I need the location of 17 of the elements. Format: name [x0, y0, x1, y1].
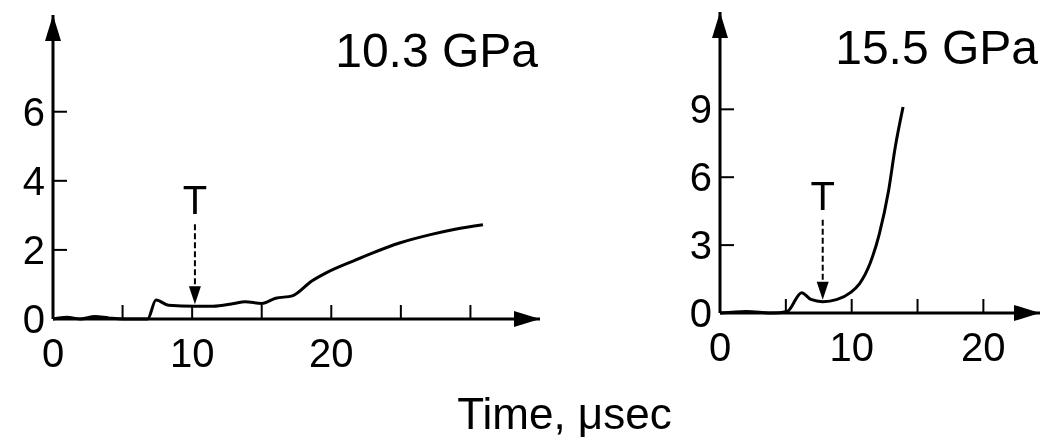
y-tick-label: 0	[689, 291, 712, 335]
x-axis-title: Time, μsec	[457, 389, 672, 438]
y-tick-label: 2	[22, 227, 45, 272]
chart-title: 10.3 GPa	[335, 24, 539, 77]
x-tick-label: 10	[829, 325, 874, 369]
y-tick-label: 4	[22, 158, 45, 203]
y-tick-label: 6	[22, 89, 45, 134]
x-tick-label: 20	[961, 325, 1006, 369]
y-tick-label: 0	[22, 297, 45, 341]
chart-title: 15.5 GPa	[835, 21, 1039, 74]
x-tick-label: 20	[309, 331, 354, 375]
annotation: T	[182, 178, 208, 223]
annotation: T	[810, 173, 835, 218]
x-tick-label: 10	[169, 331, 215, 375]
y-tick-label: 3	[689, 223, 712, 268]
y-tick-label: 9	[689, 87, 712, 132]
y-tick-label: 6	[689, 155, 712, 200]
